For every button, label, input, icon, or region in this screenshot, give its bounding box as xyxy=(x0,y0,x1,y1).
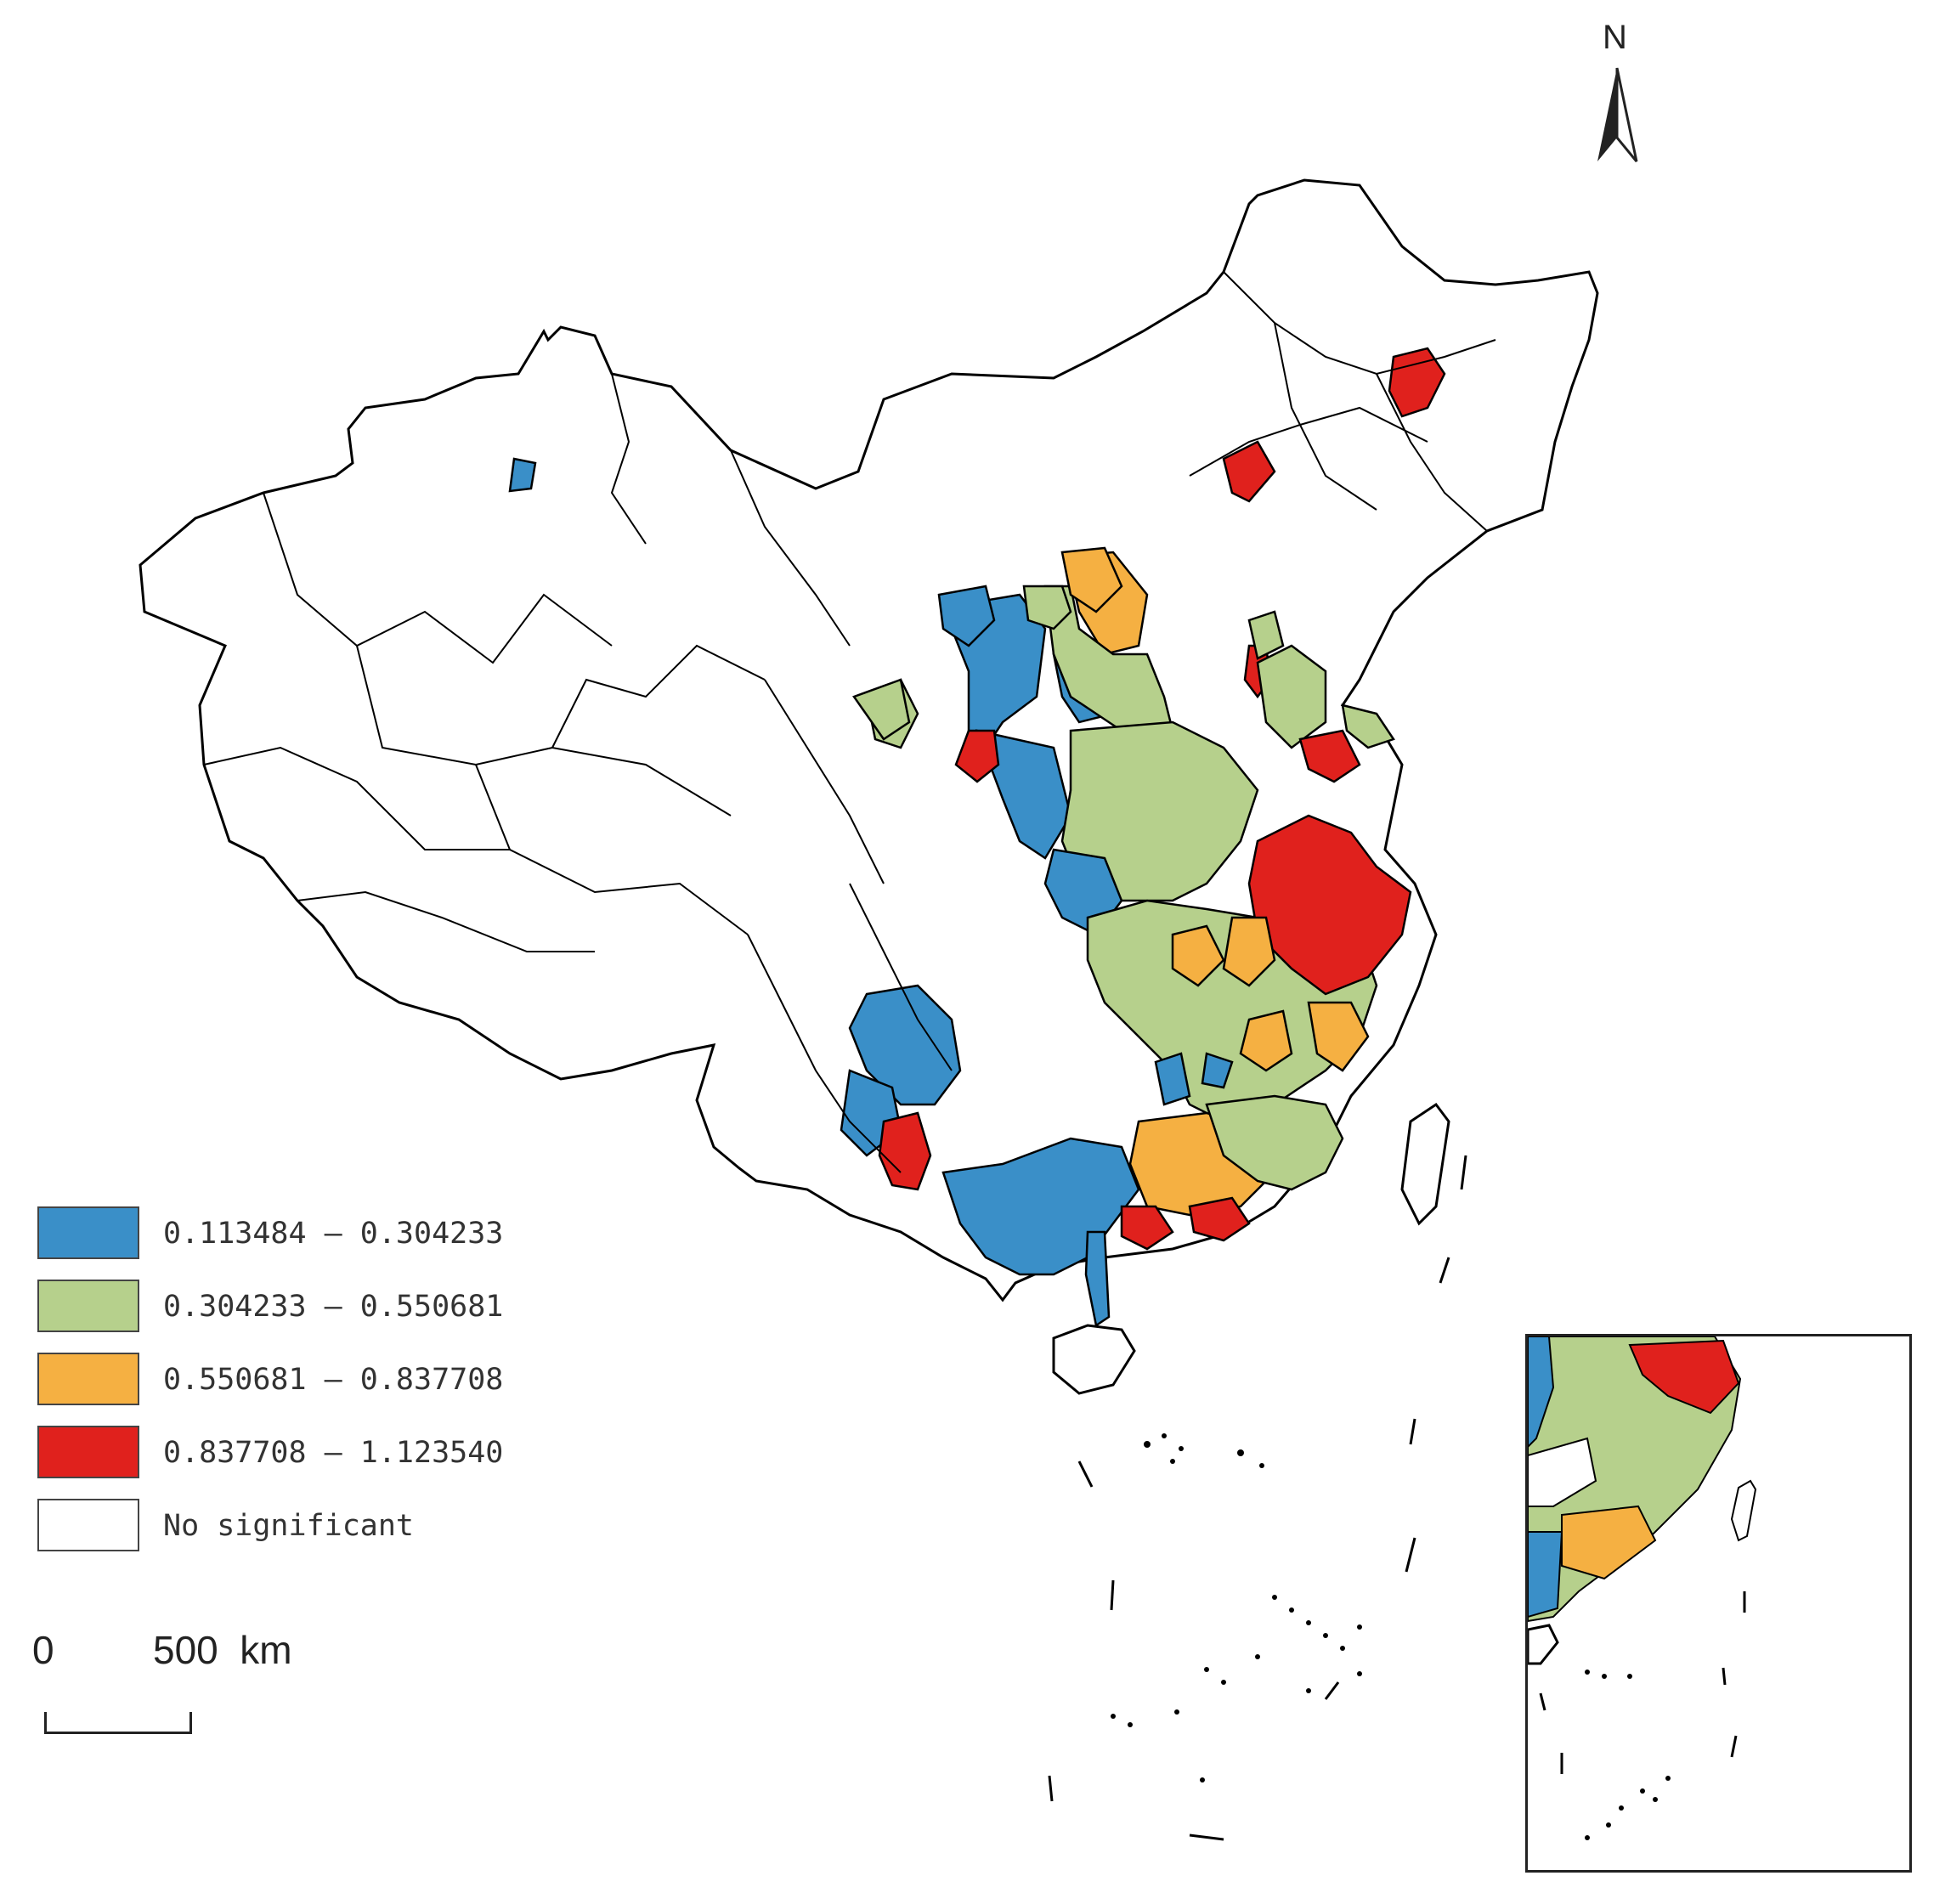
legend-swatch xyxy=(37,1499,139,1551)
north-arrow-icon xyxy=(1597,67,1638,162)
legend-label: 0.304233 — 0.550681 xyxy=(163,1290,504,1324)
legend-label: 0.113484 — 0.304233 xyxy=(163,1217,504,1251)
legend-label: 0.837708 — 1.123540 xyxy=(163,1436,504,1470)
legend-swatch xyxy=(37,1280,139,1332)
region-polygon xyxy=(975,729,1072,860)
region-polygon xyxy=(1205,1094,1344,1191)
legend-swatch xyxy=(37,1206,139,1259)
scale-bar: 0 500 km xyxy=(32,1627,292,1737)
scale-distance-label: 500 km xyxy=(153,1628,292,1672)
inset-taiwan xyxy=(1730,1479,1757,1542)
north-arrow: N xyxy=(1580,19,1657,163)
inset-hainan xyxy=(1528,1624,1559,1665)
region-polygon xyxy=(1388,347,1446,418)
region-polygon xyxy=(1171,924,1225,987)
inset-islands xyxy=(1585,1670,1671,1840)
region-polygon xyxy=(1060,720,1259,902)
region-polygon xyxy=(1022,585,1072,630)
nine-dash-line xyxy=(1048,1155,1467,1841)
taiwan-island xyxy=(1400,1102,1450,1226)
boundary-lines xyxy=(203,271,1496,1173)
region-polygon xyxy=(852,678,911,741)
region-polygon xyxy=(1120,1205,1174,1251)
region-polygon xyxy=(1239,1009,1293,1072)
region-polygons xyxy=(508,347,1446,1328)
region-polygon xyxy=(1256,644,1327,749)
legend-swatch xyxy=(37,1426,139,1478)
region-polygon xyxy=(508,457,537,493)
north-label: N xyxy=(1603,19,1627,56)
region-polygon xyxy=(1298,729,1361,783)
region-polygon xyxy=(1222,440,1276,503)
south-sea-islands xyxy=(1111,1433,1362,1783)
scale-line xyxy=(44,1712,192,1734)
region-polygon xyxy=(1222,916,1276,987)
hainan-island xyxy=(1052,1324,1136,1395)
region-polygon xyxy=(1188,1196,1251,1242)
region-polygon xyxy=(1084,1230,1111,1328)
legend-swatch xyxy=(37,1353,139,1405)
region-polygon xyxy=(848,984,962,1106)
region-polygon xyxy=(937,585,996,647)
region-polygon xyxy=(1247,610,1285,660)
region-polygon xyxy=(1201,1052,1234,1089)
region-polygon xyxy=(954,729,1000,783)
legend-label: 0.550681 — 0.837708 xyxy=(163,1363,504,1397)
region-polygon xyxy=(1307,1001,1370,1072)
legend-label: No significant xyxy=(163,1509,415,1543)
region-polygon xyxy=(1043,585,1174,732)
inset-blue-area-2 xyxy=(1528,1531,1563,1619)
inset-map-svg xyxy=(1528,1336,1757,1840)
region-polygon xyxy=(1154,1052,1191,1106)
scale-zero-label: 0 xyxy=(32,1628,54,1672)
inset-orange-area xyxy=(1561,1505,1657,1580)
inset-dash-line xyxy=(1539,1591,1746,1774)
inset-map xyxy=(1525,1334,1912,1873)
inset-blue-area xyxy=(1528,1336,1555,1449)
inset-white-area xyxy=(1528,1437,1597,1507)
region-polygon xyxy=(878,1111,932,1191)
inset-red-area xyxy=(1628,1339,1740,1415)
region-polygon xyxy=(1341,703,1395,749)
region-polygon xyxy=(1060,546,1123,613)
